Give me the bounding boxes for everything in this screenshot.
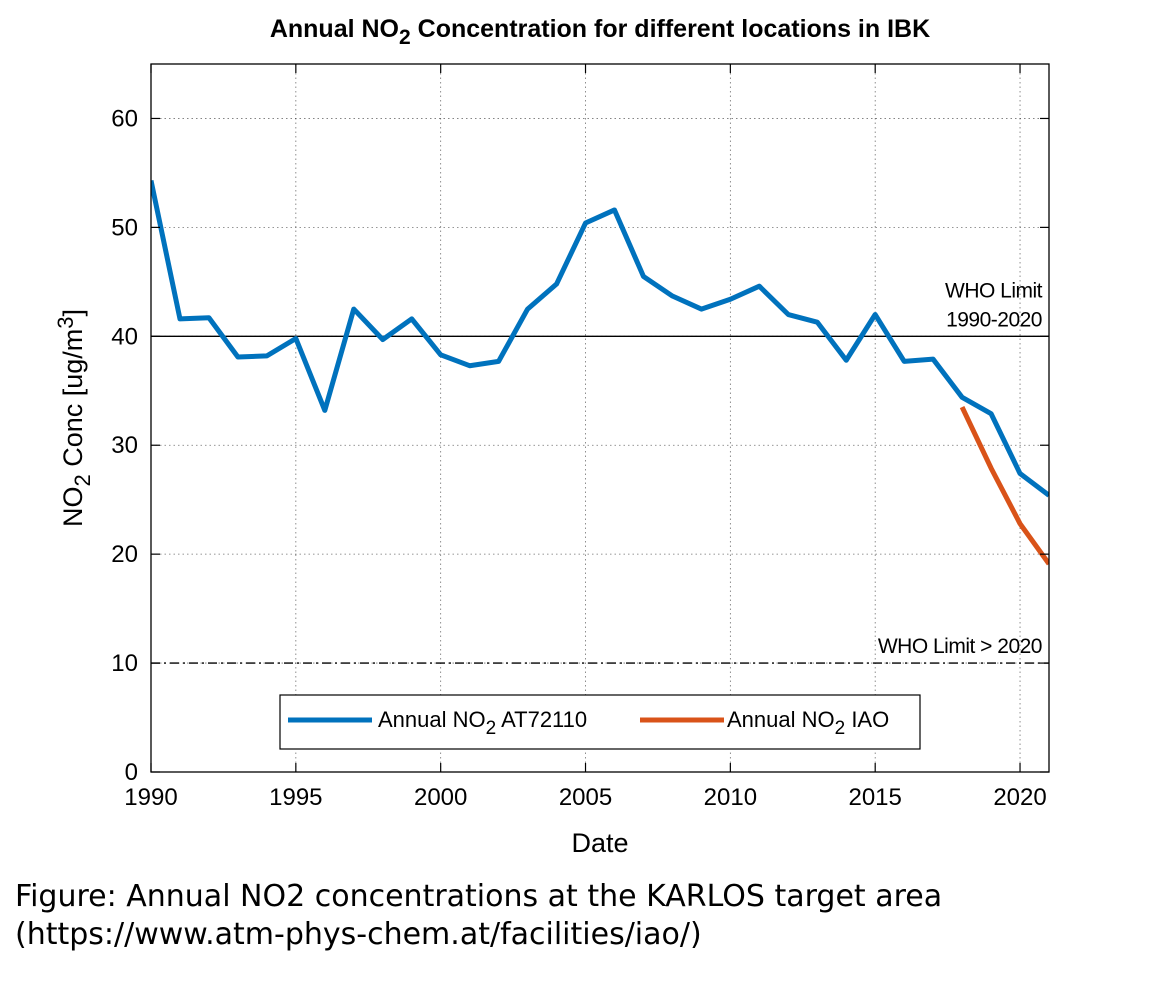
series-line-2 [959,406,1049,566]
y-tick-label: 30 [111,432,138,459]
y-axis-label: NO2 Conc [ug/m3] [53,309,94,527]
ylabel-suffix: ] [58,309,88,317]
x-tick-label: 2020 [993,784,1046,811]
legend-box [279,694,921,750]
line-chart: WHO Limit 1990-2020 WHO Limit > 2020 1990 19… [53,15,1050,858]
series-line-1 [151,180,1049,498]
x-tick-label: 1990 [124,784,177,811]
title-text-suffix: Concentration for different locations in… [411,15,930,43]
reference-label-10-line-1: WHO Limit > 2020 [878,635,1042,658]
x-tick-label: 2000 [414,784,467,811]
legend-label-subscript: 2 [486,718,497,739]
legend-label-1: Annual NO2 AT72110 [378,707,587,739]
title-subscript: 2 [399,26,411,49]
y-tick-label: 40 [111,323,138,350]
y-tick-label: 0 [125,759,138,786]
x-tick-label: 2010 [704,784,757,811]
legend-label-2: Annual NO2 IAO [727,707,889,739]
legend-label-suffix: AT72110 [496,707,587,732]
caption-line-2: (https://www.atm-phys-chem.at/facilities… [15,917,702,952]
legend-label-subscript: 2 [835,718,846,739]
y-tick-label: 60 [111,105,138,132]
x-tick-label: 2015 [848,784,901,811]
reference-label-40-line-2: 1990-2020 [946,308,1042,331]
title-text-prefix: Annual NO [270,15,399,43]
axes-box [150,63,1050,773]
chart-title: Annual NO2 Concentration for different l… [270,15,930,49]
ylabel-subscript: 2 [70,474,95,486]
ylabel-superscript: 3 [53,316,78,328]
reference-label-40-line-1: WHO Limit [945,279,1043,302]
y-tick-label: 10 [111,650,138,677]
legend-label-prefix: Annual NO [727,707,835,732]
legend-label-prefix: Annual NO [378,707,486,732]
x-tick-label: 2005 [559,784,612,811]
y-tick-label: 20 [111,541,138,568]
figure-caption: Figure: Annual NO2 concentrations at the… [15,878,1135,954]
legend-label-suffix: IAO [845,707,889,732]
legend: Annual NO2 AT72110 Annual NO2 IAO [279,694,921,750]
caption-line-1: Figure: Annual NO2 concentrations at the… [15,879,943,914]
ylabel-prefix: NO [58,487,88,528]
x-tick-label: 1995 [269,784,322,811]
ylabel-middle: Conc [ug/m [58,329,88,475]
plot-area [151,64,1049,772]
y-tick-label: 50 [111,214,138,241]
x-axis-label: Date [571,828,628,858]
